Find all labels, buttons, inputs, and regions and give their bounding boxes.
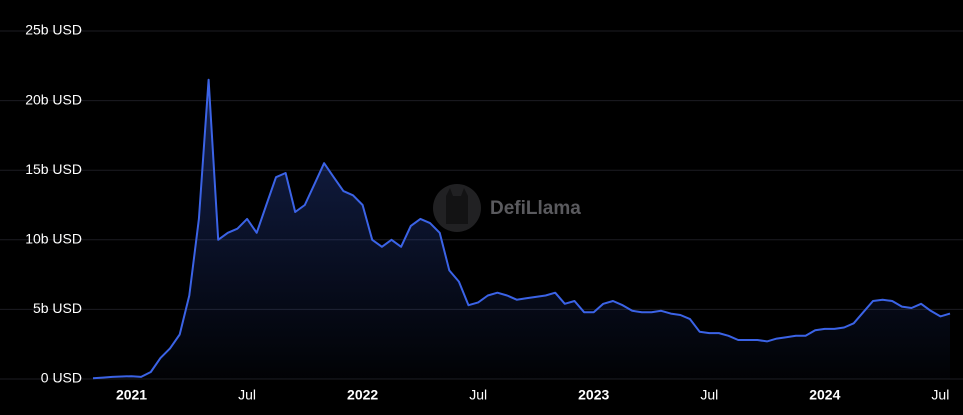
- x-tick-label: 2023: [578, 387, 609, 403]
- y-tick-label: 0 USD: [41, 370, 82, 386]
- x-tick-label: 2021: [116, 387, 147, 403]
- area: [93, 79, 950, 379]
- watermark-logo: [433, 184, 481, 232]
- x-tick-label: Jul: [238, 387, 256, 403]
- y-tick-label: 10b USD: [25, 231, 82, 247]
- x-tick-label: Jul: [469, 387, 487, 403]
- y-tick-label: 5b USD: [33, 300, 82, 316]
- y-tick-label: 20b USD: [25, 91, 82, 107]
- y-tick-label: 25b USD: [25, 22, 82, 38]
- watermark: DefiLlama: [490, 198, 581, 219]
- x-tick-label: 2022: [347, 387, 378, 403]
- line: [92, 78, 951, 380]
- y-tick-label: 15b USD: [25, 161, 82, 177]
- x-tick-label: Jul: [931, 387, 949, 403]
- x-tick-label: Jul: [700, 387, 718, 403]
- x-tick-label: 2024: [809, 387, 840, 403]
